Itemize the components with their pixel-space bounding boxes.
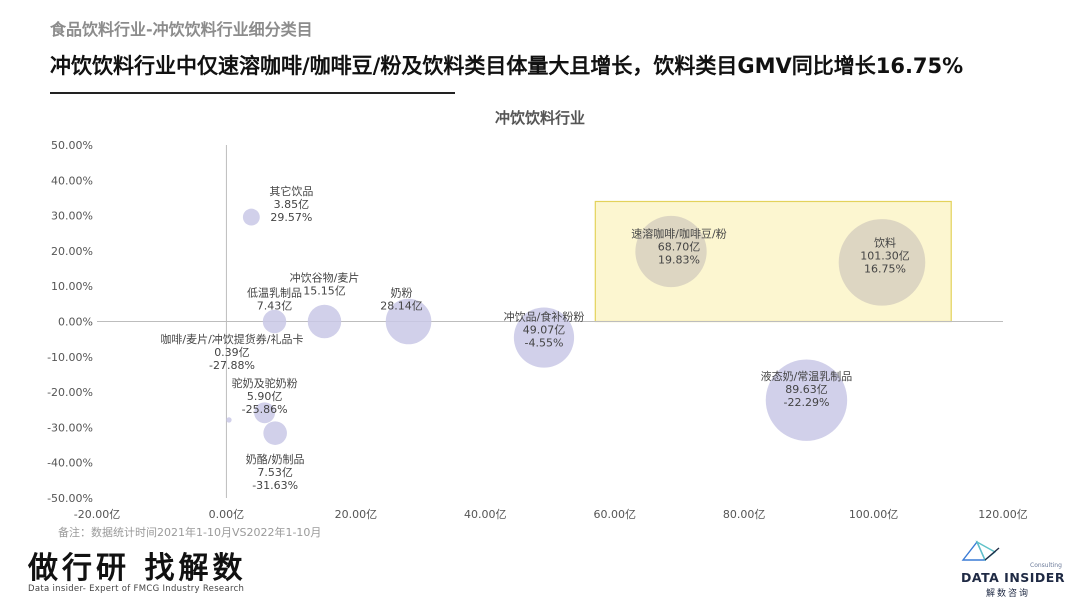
x-tick-label: 120.00亿 bbox=[978, 508, 1028, 521]
tick-labels-group: -20.00亿 0.00亿 20.00亿 40.00亿 60.00亿 80.00亿 100.… bbox=[47, 139, 1028, 521]
data-bubble bbox=[254, 402, 276, 424]
y-tick-label: -10.00% bbox=[47, 351, 93, 364]
bubble-label-growth: 29.57% bbox=[270, 211, 312, 224]
x-tick-label: 100.00亿 bbox=[849, 508, 899, 521]
brand-subtitle: Data insider- Expert of FMCG Industry Re… bbox=[28, 584, 245, 594]
bubble-label-gmv: 68.70亿 bbox=[658, 241, 701, 254]
data-bubble bbox=[262, 309, 287, 334]
bubble-label-name: 速溶咖啡/咖啡豆/粉 bbox=[631, 227, 726, 241]
y-tick-label: 0.00% bbox=[58, 316, 93, 329]
y-tick-label: -50.00% bbox=[47, 492, 93, 505]
data-bubble bbox=[242, 208, 260, 226]
bubble-label-name: 奶粉 bbox=[391, 286, 413, 300]
bubble-chart: 冲饮饮料行业 -20.00亿 0.00亿 20.00亿 40.00亿 60.00亿 80.… bbox=[47, 109, 1028, 521]
bubble-label-gmv: 49.07亿 bbox=[523, 324, 566, 337]
bubble-label-name: 驼奶及驼奶粉 bbox=[232, 376, 298, 390]
bubble-label-name: 饮料 bbox=[874, 235, 896, 249]
bubble-label-growth: 16.75% bbox=[864, 262, 906, 275]
bubble-label-gmv: 3.85亿 bbox=[274, 198, 310, 211]
logo-tagline: Consulting bbox=[1030, 562, 1062, 569]
bubble-label-growth: -4.55% bbox=[525, 337, 564, 350]
y-tick-label: 50.00% bbox=[51, 139, 93, 152]
bubble-label-growth: -27.88% bbox=[209, 359, 255, 372]
chart-title: 冲饮饮料行业 bbox=[495, 109, 585, 127]
bubble-label-growth: -22.29% bbox=[784, 396, 830, 409]
bubble-label-name: 奶酪/奶制品 bbox=[246, 452, 305, 466]
x-tick-label: 40.00亿 bbox=[464, 508, 507, 521]
y-tick-label: 10.00% bbox=[51, 280, 93, 293]
data-bubble bbox=[385, 298, 432, 345]
bubble-label-name: 冲饮品/食补粉粉 bbox=[504, 310, 585, 324]
x-tick-label: 80.00亿 bbox=[723, 508, 766, 521]
bubble-label-name: 其它饮品 bbox=[269, 184, 313, 198]
y-tick-label: 30.00% bbox=[51, 210, 93, 223]
data-bubble bbox=[513, 307, 575, 368]
bubble-label-name: 液态奶/常温乳制品 bbox=[761, 369, 853, 383]
data-insider-logo-icon bbox=[961, 540, 1000, 562]
bubble-label-name: 低温乳制品 bbox=[247, 287, 302, 300]
bubble-label-gmv: 7.53亿 bbox=[257, 466, 293, 479]
bubble-label-gmv: 15.15亿 bbox=[303, 285, 346, 298]
x-tick-label: 0.00亿 bbox=[209, 508, 245, 521]
bubble-label-growth: -25.86% bbox=[242, 403, 288, 416]
bubble-label-gmv: 7.43亿 bbox=[257, 300, 293, 313]
data-bubble bbox=[838, 219, 926, 306]
data-bubble bbox=[226, 417, 232, 423]
bubbles-group bbox=[226, 208, 926, 445]
footnote: 备注：数据统计时间2021年1-10月VS2022年1-10月 bbox=[58, 526, 322, 539]
headline-underline bbox=[50, 92, 455, 94]
y-tick-label: -20.00% bbox=[47, 386, 93, 399]
bubble-label-growth: -31.63% bbox=[252, 479, 298, 492]
bubble-label-gmv: 5.90亿 bbox=[247, 390, 283, 403]
bubble-label-gmv: 89.63亿 bbox=[785, 383, 828, 396]
bubble-label-gmv: 28.14亿 bbox=[380, 300, 423, 313]
bubble-label-name: 咖啡/麦片/冲饮提货券/礼品卡 bbox=[160, 332, 303, 346]
section-kicker: 食品饮料行业-冲饮饮料行业细分类目 bbox=[50, 20, 313, 39]
bubble-label-gmv: 101.30亿 bbox=[860, 249, 910, 262]
data-bubble bbox=[263, 421, 287, 445]
x-tick-label: 20.00亿 bbox=[335, 508, 378, 521]
data-bubble bbox=[765, 359, 848, 441]
data-bubble bbox=[635, 215, 707, 288]
page-headline: 冲饮饮料行业中仅速溶咖啡/咖啡豆/粉及饮料类目体量大且增长，饮料类目GMV同比增… bbox=[50, 54, 964, 78]
bubble-label-growth: 19.83% bbox=[658, 254, 700, 267]
x-tick-label: -20.00亿 bbox=[74, 508, 120, 521]
y-tick-label: -40.00% bbox=[47, 457, 93, 470]
x-tick-label: 60.00亿 bbox=[593, 508, 636, 521]
y-tick-label: 40.00% bbox=[51, 174, 93, 187]
y-tick-label: -30.00% bbox=[47, 421, 93, 434]
logo-name: DATA INSIDER bbox=[961, 570, 1065, 585]
logo-chinese-name: 解数咨询 bbox=[986, 589, 1031, 599]
bubble-label-name: 冲饮谷物/麦片 bbox=[290, 271, 360, 285]
y-tick-label: 20.00% bbox=[51, 245, 93, 258]
bubble-label-gmv: 0.39亿 bbox=[214, 346, 250, 359]
data-bubble bbox=[307, 304, 342, 339]
brand-slogan: 做行研 找解数 bbox=[28, 551, 247, 586]
